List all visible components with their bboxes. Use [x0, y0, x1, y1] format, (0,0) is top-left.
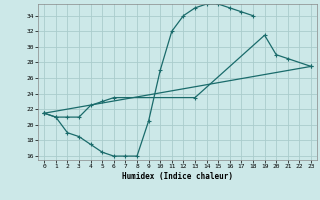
X-axis label: Humidex (Indice chaleur): Humidex (Indice chaleur)	[122, 172, 233, 181]
